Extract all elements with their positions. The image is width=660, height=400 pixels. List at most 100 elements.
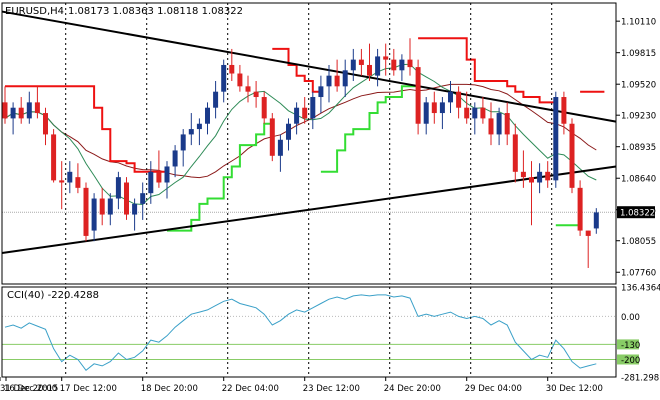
fast-moving-average [4,63,597,206]
current-price-label: 1.08322 [620,209,655,219]
bearish-candle[interactable] [245,86,251,92]
bearish-candle[interactable] [569,123,575,188]
bullish-candle[interactable] [107,198,113,215]
cci-axis-label: -200 [621,356,640,366]
bullish-candle[interactable] [375,56,381,76]
price-tick-label: 1.09230 [621,112,656,122]
bearish-candle[interactable] [383,56,389,60]
cci-label: CCI(40) -220.4288 [7,290,99,301]
bearish-candle[interactable] [43,113,48,135]
bearish-candle[interactable] [59,180,65,183]
bullish-candle[interactable] [342,70,348,87]
bearish-candle[interactable] [334,75,340,87]
trailing-stop-up [167,122,273,232]
resistance-trendline [1,10,617,123]
bearish-candle[interactable] [124,182,129,215]
cci-axis-label: 0.00 [621,313,640,323]
bearish-candle[interactable] [51,134,57,181]
bearish-candle[interactable] [504,113,510,135]
bullish-candle[interactable] [221,64,227,92]
bullish-candle[interactable] [180,134,186,151]
bearish-candle[interactable] [520,171,526,178]
bearish-candle[interactable] [99,198,105,215]
bullish-candle[interactable] [286,123,291,140]
bearish-candle[interactable] [545,171,551,181]
bearish-candle[interactable] [261,97,267,119]
bearish-candle[interactable] [358,59,364,65]
bullish-candle[interactable] [496,113,502,135]
bullish-candle[interactable] [164,166,170,183]
instrument-label: EURUSD,H4 [5,6,64,17]
bullish-candle[interactable] [423,102,429,124]
bullish-candle[interactable] [148,171,154,194]
bearish-candle[interactable] [156,171,162,183]
bullish-candle[interactable] [172,150,178,167]
price-tick-label: 1.09815 [621,49,656,59]
bullish-candle[interactable] [91,198,97,231]
bearish-candle[interactable] [488,118,494,135]
cci-axis-label: -281.298 [621,374,659,384]
bullish-candle[interactable] [67,171,73,183]
bearish-candle[interactable] [2,102,8,119]
bullish-candle[interactable] [213,91,219,108]
bearish-candle[interactable] [391,59,397,71]
bullish-candle[interactable] [448,91,453,103]
bullish-candle[interactable] [294,107,300,124]
bearish-candle[interactable] [585,230,591,236]
bearish-candle[interactable] [83,187,89,236]
bullish-candle[interactable] [318,86,324,98]
bullish-candle[interactable] [537,171,543,183]
bullish-candle[interactable] [26,102,32,119]
bearish-candle[interactable] [480,107,486,119]
bullish-candle[interactable] [277,139,283,156]
current-price-box [617,206,655,219]
trailing-stop-down [272,47,321,93]
bullish-candle[interactable] [472,107,478,119]
time-tick-label: 24 Dec 20:00 [384,384,441,394]
time-tick-label: 30 Dec 12:00 [546,384,603,394]
cci-axis-label: 136.4364 [621,284,660,294]
bearish-candle[interactable] [512,134,518,172]
bullish-candle[interactable] [593,212,599,229]
slow-moving-average [4,83,597,179]
bearish-candle[interactable] [75,177,81,188]
bearish-candle[interactable] [577,187,583,231]
bearish-candle[interactable] [529,177,534,183]
price-tick-label: 1.08640 [621,175,656,185]
bearish-candle[interactable] [269,118,275,156]
bullish-candle[interactable] [115,177,121,199]
cci-panel[interactable] [2,294,616,372]
bullish-candle[interactable] [188,129,194,135]
bearish-candle[interactable] [34,102,40,114]
bearish-candle[interactable] [464,107,470,119]
bearish-candle[interactable] [367,64,372,76]
bullish-candle[interactable] [350,59,356,71]
bearish-candle[interactable] [18,107,24,119]
bullish-candle[interactable] [399,59,405,71]
price-tick-label: 1.09520 [621,81,656,91]
bearish-candle[interactable] [415,67,421,124]
bearish-candle[interactable] [237,73,243,87]
bullish-candle[interactable] [132,203,138,215]
time-tick-label: 16 Dec 2015 [4,384,58,394]
price-tick-label: 1.08935 [621,143,656,153]
bullish-candle[interactable] [553,97,559,181]
bullish-candle[interactable] [439,102,445,114]
bullish-candle[interactable] [10,107,16,119]
bullish-candle[interactable] [310,97,316,119]
bearish-candle[interactable] [229,64,235,74]
bullish-candle[interactable] [205,107,210,124]
bullish-candle[interactable] [196,123,202,130]
bullish-candle[interactable] [326,75,332,87]
bearish-candle[interactable] [431,102,437,114]
bearish-candle[interactable] [561,97,567,124]
bearish-candle[interactable] [302,107,308,119]
bullish-candle[interactable] [140,193,146,204]
cci-axis-label: -130 [621,341,640,351]
bearish-candle[interactable] [456,91,462,108]
time-tick-label: 29 Dec 04:00 [465,384,522,394]
bearish-candle[interactable] [407,59,413,68]
bearish-candle[interactable] [253,91,259,98]
